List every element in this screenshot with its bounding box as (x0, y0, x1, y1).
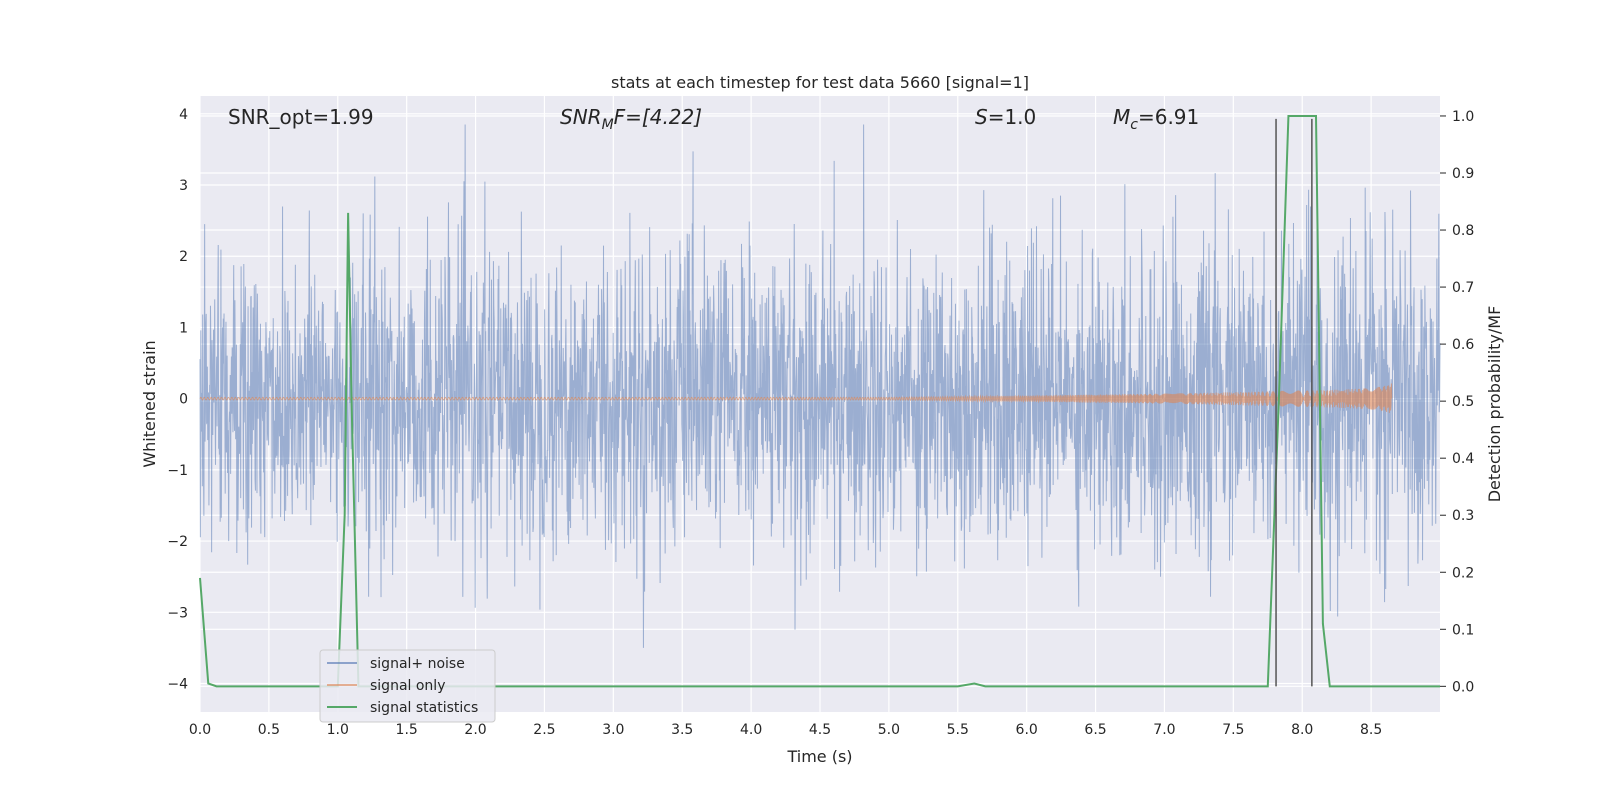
y-right-tick-label: 0.9 (1452, 166, 1474, 182)
signal-only-series (199, 383, 1393, 414)
y-right-tick-label: 0.0 (1452, 679, 1474, 695)
legend-label-signal: signal only (370, 678, 445, 694)
x-tick-label: 7.5 (1222, 722, 1244, 738)
y-left-tick-label: 4 (179, 107, 188, 123)
x-tick-label: 5.5 (947, 722, 969, 738)
y-right-tick-label: 0.2 (1452, 565, 1474, 581)
y-right-tick-label: 0.7 (1452, 280, 1474, 296)
snr-mf-annotation: SNRMF=[4.22] (560, 105, 702, 133)
y-right-tick-label: 0.3 (1452, 508, 1474, 524)
y-left-tick-label: −4 (167, 677, 188, 693)
snr-mf-rest: F=[4.22] (614, 105, 702, 129)
y-right-tick-label: 0.4 (1452, 451, 1474, 467)
x-tick-label: 3.0 (602, 722, 624, 738)
series-signal-plus-noise (199, 124, 1441, 648)
s-annotation: S=1.0 (975, 105, 1036, 129)
x-axis-label: Time (s) (786, 747, 852, 766)
y-right-tick-label: 0.1 (1452, 622, 1474, 638)
x-axis-ticks: 0.0 0.5 1.0 1.5 2.0 2.5 3.0 3.5 4.0 4.5 5.0 5.5 6.0 6… (189, 722, 1382, 738)
signal-statistics-series (199, 114, 1440, 688)
x-tick-label: 0.0 (189, 722, 211, 738)
y-right-tick-label: 0.5 (1452, 394, 1474, 410)
x-tick-label: 4.5 (809, 722, 831, 738)
detection-markers (1275, 118, 1313, 687)
legend: signal+ noise signal only signal statist… (319, 649, 496, 723)
series-signal-only (199, 383, 1393, 414)
s-base: S (975, 105, 988, 129)
x-tick-label: 4.0 (740, 722, 762, 738)
chart-title: stats at each timestep for test data 566… (611, 73, 1029, 92)
left-y-axis-label: Whitened strain (140, 340, 159, 467)
snr-mf-base: SNR (560, 105, 602, 129)
x-tick-label: 0.5 (258, 722, 280, 738)
y-left-tick-label: −2 (167, 534, 188, 550)
y-left-tick-label: 1 (179, 320, 188, 336)
mc-rest: =6.91 (1138, 105, 1199, 129)
y-right-tick-label: 0.8 (1452, 223, 1474, 239)
y-left-tick-label: −3 (167, 605, 188, 621)
y-right-tick-label: 1.0 (1452, 109, 1474, 125)
mc-annotation: Mc=6.91 (1113, 105, 1199, 133)
x-tick-label: 5.0 (878, 722, 900, 738)
y-left-tick-label: −1 (167, 463, 188, 479)
right-y-axis-label: Detection probability/MF (1485, 306, 1504, 503)
mc-base: M (1113, 105, 1130, 129)
left-y-axis-ticks: 4 3 2 1 0 −1 −2 −3 −4 (167, 107, 188, 693)
y-left-tick-label: 2 (179, 249, 188, 265)
mc-sub: c (1130, 117, 1138, 133)
snr-mf-sub: M (602, 117, 614, 133)
x-tick-label: 6.5 (1084, 722, 1106, 738)
y-right-tick-label: 0.6 (1452, 337, 1474, 353)
legend-box (319, 649, 496, 723)
snr-opt-annotation: SNR_opt=1.99 (228, 105, 374, 129)
y-left-tick-label: 3 (179, 178, 188, 194)
s-rest: =1.0 (988, 105, 1037, 129)
legend-label-noise: signal+ noise (370, 656, 465, 672)
x-tick-label: 1.5 (396, 722, 418, 738)
x-tick-label: 2.5 (533, 722, 555, 738)
x-tick-label: 3.5 (671, 722, 693, 738)
right-y-axis-ticks: 1.0 0.9 0.8 0.7 0.6 0.5 0.4 0.3 0.2 0.1 0.0 (1440, 109, 1474, 695)
signal-plus-noise-series (199, 124, 1441, 648)
x-tick-label: 2.0 (464, 722, 486, 738)
x-tick-label: 7.0 (1153, 722, 1175, 738)
y-left-tick-label: 0 (179, 392, 188, 408)
x-tick-label: 8.0 (1291, 722, 1313, 738)
x-tick-label: 6.0 (1016, 722, 1038, 738)
x-tick-label: 8.5 (1360, 722, 1382, 738)
series-signal-statistics (199, 114, 1440, 688)
x-tick-label: 1.0 (327, 722, 349, 738)
legend-label-stats: signal statistics (370, 700, 478, 716)
